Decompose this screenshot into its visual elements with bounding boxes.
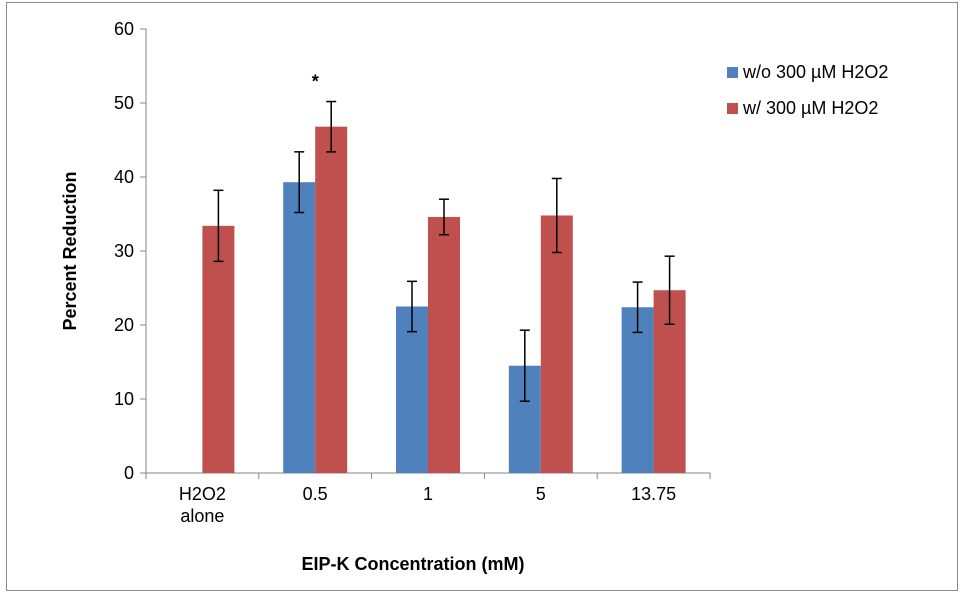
y-tick-label: 10 [114, 389, 134, 409]
bar [540, 215, 573, 474]
bar [428, 216, 460, 473]
annotations: * [312, 72, 319, 92]
x-tick-labels: H2O2 alone 0.5 1 5 13.75 [179, 484, 676, 526]
bars [202, 126, 686, 474]
legend-swatch [727, 103, 738, 114]
x-tick-label: 5 [536, 484, 546, 504]
y-tick-label: 0 [124, 463, 134, 483]
x-tick-label: H2O2 alone [179, 484, 226, 526]
x-tick-label: 0.5 [303, 484, 328, 504]
legend-label: w/o 300 µM H2O2 [742, 62, 888, 82]
y-tick-label: 40 [114, 167, 134, 187]
y-tick-label: 20 [114, 315, 134, 335]
bar [396, 306, 428, 473]
error-bars [213, 100, 675, 402]
y-tick-label: 30 [114, 241, 134, 261]
legend-label: w/ 300 µM H2O2 [742, 98, 878, 118]
y-axis-title: Percent Reduction [60, 171, 80, 330]
bar [621, 307, 654, 473]
chart-frame [6, 2, 958, 591]
significance-marker: * [312, 72, 319, 92]
bar [315, 126, 348, 474]
x-axis-title: EIP-K Concentration (mM) [302, 554, 525, 574]
y-tick-label: 50 [114, 93, 134, 113]
bar [202, 225, 235, 473]
y-tick-labels: 0 10 20 30 40 50 60 [114, 19, 134, 483]
legend: w/o 300 µM H2O2 w/ 300 µM H2O2 [727, 62, 888, 118]
bar [283, 182, 316, 473]
y-tick-label: 60 [114, 19, 134, 39]
x-tick-label: 13.75 [631, 484, 676, 504]
legend-swatch [727, 67, 738, 78]
x-tick-label: 1 [423, 484, 433, 504]
